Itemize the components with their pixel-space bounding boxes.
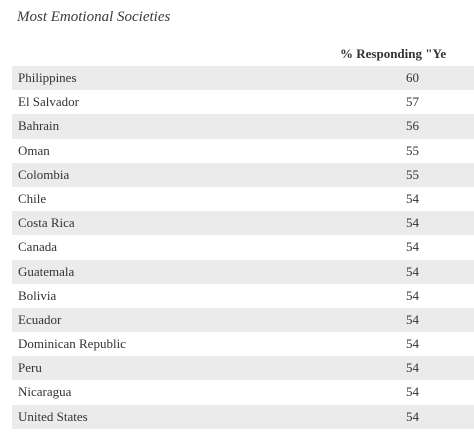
table-row: Canada 54 <box>12 235 474 260</box>
table-title: Most Emotional Societies <box>17 9 171 25</box>
percent-value: 54 <box>406 263 419 279</box>
percent-value: 54 <box>406 336 419 352</box>
country-label: Bolivia <box>18 287 57 303</box>
country-label: Nicaragua <box>18 384 72 400</box>
country-label: El Salvador <box>18 94 80 110</box>
percent-value: 57 <box>406 94 419 110</box>
country-label: Colombia <box>18 166 70 182</box>
country-label: Guatemala <box>18 263 75 279</box>
percent-value: 60 <box>406 70 419 85</box>
table-row: Bahrain 56 <box>12 114 474 139</box>
percent-value: 54 <box>406 239 419 255</box>
percent-value: 54 <box>406 287 419 303</box>
percent-value: 54 <box>406 311 419 327</box>
table-row: Dominican Republic 54 <box>12 332 474 357</box>
percent-value: 54 <box>406 190 419 206</box>
table-row: El Salvador 57 <box>12 90 474 115</box>
table-row: Chile 54 <box>12 186 474 212</box>
table-row: Ecuador 54 <box>12 307 474 333</box>
percent-value: 54 <box>406 360 419 376</box>
table-row: Philippines 60 <box>12 66 474 91</box>
table-row: Guatemala 54 <box>12 259 474 284</box>
table-row: Nicaragua 54 <box>12 380 474 405</box>
country-label: Philippines <box>18 70 77 85</box>
table-row: Oman 55 <box>12 138 474 163</box>
table-row: Peru 54 <box>12 356 474 381</box>
country-label: Canada <box>18 239 57 255</box>
percent-value: 54 <box>406 215 419 231</box>
percent-value: 54 <box>406 384 419 400</box>
table-row: Colombia 55 <box>12 162 474 187</box>
country-label: Dominican Republic <box>18 336 126 352</box>
country-label: Costa Rica <box>18 215 75 231</box>
table-row: Costa Rica 54 <box>12 211 474 236</box>
data-table: Philippines 60 El Salvador 57 Bahrain 56 Oman 5… <box>12 66 474 429</box>
percent-value: 56 <box>406 118 419 134</box>
country-label: United States <box>18 408 88 424</box>
percent-value: 55 <box>406 166 419 182</box>
table-row: Bolivia 54 <box>12 283 474 308</box>
table-row: United States 54 <box>12 404 474 429</box>
column-header-percent: % Responding "Ye <box>340 46 447 61</box>
country-label: Peru <box>18 360 42 376</box>
percent-value: 54 <box>406 408 419 424</box>
percent-value: 55 <box>406 142 419 158</box>
country-label: Ecuador <box>18 311 62 327</box>
country-label: Oman <box>18 142 50 158</box>
country-label: Chile <box>18 190 47 206</box>
country-label: Bahrain <box>18 118 60 134</box>
